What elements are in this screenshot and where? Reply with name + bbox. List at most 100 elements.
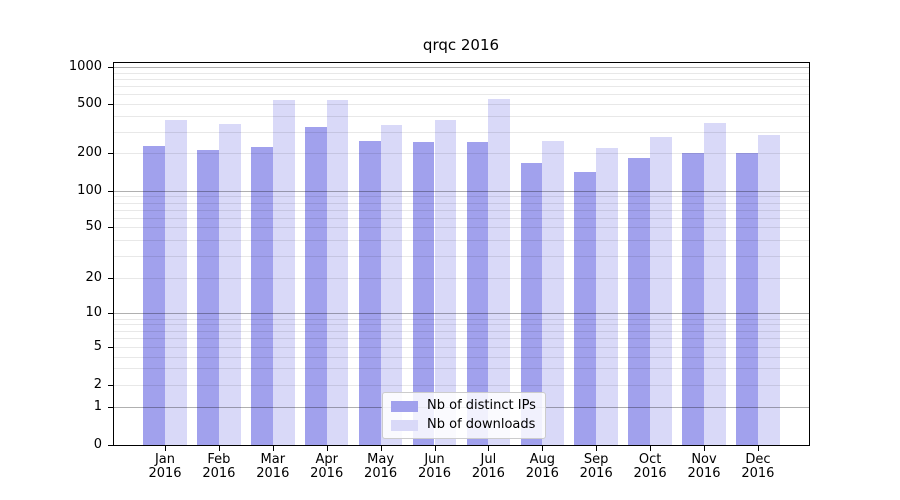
x-axis-tick xyxy=(757,446,759,451)
minor-gridline xyxy=(114,324,809,326)
y-axis-tick-label: 5 xyxy=(93,339,102,355)
y-axis-tick-label: 1000 xyxy=(68,59,102,75)
minor-gridline xyxy=(114,338,809,340)
x-axis-tick-year: 2016 xyxy=(633,466,667,481)
x-axis-tick-year: 2016 xyxy=(741,466,775,481)
minor-gridline xyxy=(114,318,809,320)
bar-downloads xyxy=(596,148,618,445)
x-axis-tick-label: Sep 2016 xyxy=(569,453,623,481)
x-axis-tick xyxy=(380,446,382,451)
x-axis-tick-label: Dec 2016 xyxy=(731,453,785,481)
bar-distinct-ips xyxy=(520,162,543,445)
y-axis-tick-label: 200 xyxy=(77,145,102,161)
bar-downloads xyxy=(704,122,726,445)
y-axis-tick xyxy=(108,227,113,229)
legend-label-downloads: Nb of downloads xyxy=(427,417,536,432)
minor-gridline xyxy=(114,255,809,257)
y-axis-tick xyxy=(108,385,113,386)
chart-title: qrqc 2016 xyxy=(422,36,500,54)
minor-gridline xyxy=(114,153,809,155)
major-gridline xyxy=(114,313,809,315)
x-axis-tick-year: 2016 xyxy=(364,466,398,481)
x-axis-tick xyxy=(326,446,328,451)
minor-gridline xyxy=(114,86,809,88)
bar-distinct-ips xyxy=(682,153,704,445)
legend-label-distinct-ips: Nb of distinct IPs xyxy=(427,398,536,413)
x-axis-tick-year: 2016 xyxy=(148,466,182,481)
legend-swatch-distinct-ips xyxy=(391,400,418,412)
major-gridline xyxy=(114,190,809,192)
minor-gridline xyxy=(114,79,809,81)
bar-distinct-ips xyxy=(304,126,327,445)
bar-distinct-ips xyxy=(466,141,489,445)
bar-downloads xyxy=(165,119,187,445)
bar-distinct-ips xyxy=(143,145,165,445)
bar-distinct-ips xyxy=(628,158,651,445)
x-axis-tick-label: Jan 2016 xyxy=(138,453,192,481)
x-axis-tick xyxy=(596,446,598,451)
x-axis-tick-year: 2016 xyxy=(687,466,721,481)
minor-gridline xyxy=(114,330,809,332)
bar-distinct-ips xyxy=(197,150,219,445)
bar-distinct-ips xyxy=(251,147,273,445)
y-axis-tick xyxy=(108,153,113,155)
y-axis-tick-label: 500 xyxy=(77,96,102,111)
y-axis-tick-label: 50 xyxy=(85,219,102,235)
bar-downloads xyxy=(434,119,457,445)
minor-gridline xyxy=(114,368,809,370)
minor-gridline xyxy=(114,72,809,74)
x-axis-tick-year: 2016 xyxy=(202,466,236,481)
minor-gridline xyxy=(114,209,809,211)
y-axis-tick-label: 100 xyxy=(77,182,102,198)
y-axis-tick-label: 10 xyxy=(85,305,102,321)
minor-gridline xyxy=(114,202,809,204)
x-axis-tick xyxy=(542,446,544,451)
y-axis-tick xyxy=(108,190,113,192)
x-axis-tick-label: Nov 2016 xyxy=(677,453,731,481)
minor-gridline xyxy=(114,116,809,117)
y-axis-tick-label: 20 xyxy=(85,270,102,286)
bar-downloads xyxy=(757,134,780,445)
bar-distinct-ips xyxy=(412,141,435,445)
minor-gridline xyxy=(114,239,809,241)
x-axis-tick-year: 2016 xyxy=(310,466,344,481)
x-axis-tick-label: Aug 2016 xyxy=(515,453,569,481)
bar-distinct-ips xyxy=(358,141,381,445)
x-axis-tick-label: May 2016 xyxy=(354,453,408,481)
y-axis-tick xyxy=(108,406,113,408)
bar-downloads xyxy=(326,100,349,445)
minor-gridline xyxy=(114,104,809,105)
minor-gridline xyxy=(114,347,809,349)
x-axis-tick-year: 2016 xyxy=(579,466,613,481)
x-axis-tick-year: 2016 xyxy=(525,466,559,481)
minor-gridline xyxy=(114,94,809,96)
bar-downloads xyxy=(380,124,403,445)
bar-downloads xyxy=(542,141,565,445)
x-axis-tick-label: Mar 2016 xyxy=(246,453,300,481)
x-axis-tick-label: Jun 2016 xyxy=(408,453,462,481)
y-axis-tick xyxy=(108,67,113,69)
y-axis-tick-label: 0 xyxy=(93,437,102,452)
x-axis-tick xyxy=(218,446,220,451)
minor-gridline xyxy=(114,131,809,133)
x-axis-tick-year: 2016 xyxy=(471,466,505,481)
y-axis-tick xyxy=(108,445,113,446)
x-axis-tick xyxy=(434,446,436,451)
y-axis-tick xyxy=(108,278,113,280)
x-axis-tick-label: Jul 2016 xyxy=(461,453,515,481)
bar-downloads xyxy=(272,100,295,445)
x-axis-tick-label: Feb 2016 xyxy=(192,453,246,481)
y-axis-tick-label: 2 xyxy=(93,377,102,392)
legend: Nb of distinct IPs Nb of downloads xyxy=(382,392,546,439)
minor-gridline xyxy=(114,356,809,358)
x-axis-tick xyxy=(272,446,274,451)
minor-gridline xyxy=(114,227,809,229)
x-axis-tick-year: 2016 xyxy=(256,466,290,481)
x-axis-tick xyxy=(650,446,652,451)
legend-entry-downloads: Nb of downloads xyxy=(391,418,536,432)
minor-gridline xyxy=(114,385,809,386)
y-axis-tick xyxy=(108,313,113,315)
minor-gridline xyxy=(114,278,809,280)
legend-swatch-downloads xyxy=(391,419,418,431)
